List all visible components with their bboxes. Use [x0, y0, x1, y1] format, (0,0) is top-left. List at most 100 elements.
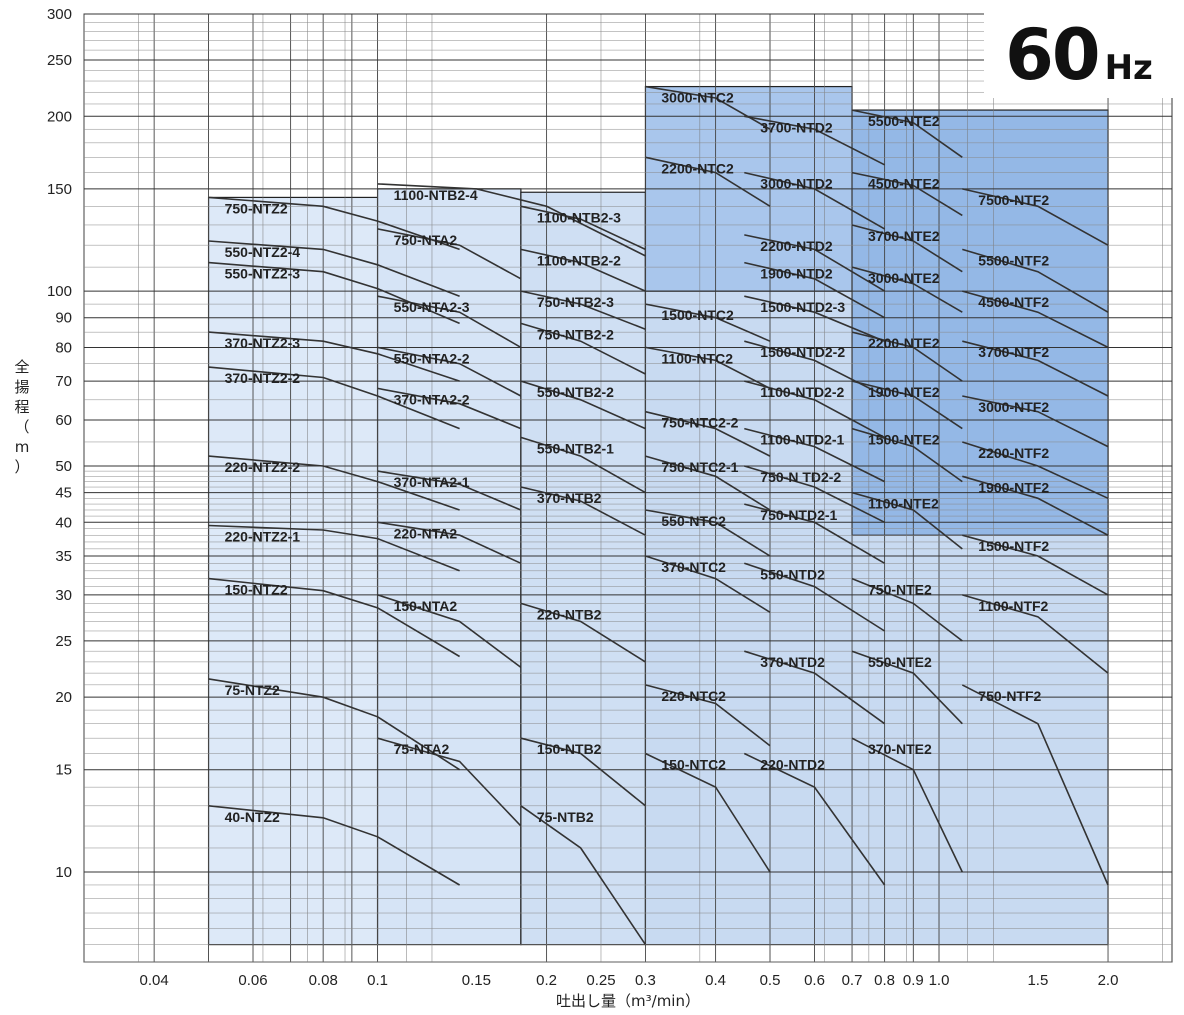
- curve-2200-ntf2: [962, 441, 1109, 500]
- curve-3700-ntd2: [744, 115, 885, 166]
- curve-550-ntb2-1: [520, 436, 646, 494]
- curve-3700-ntf2: [962, 340, 1109, 397]
- curve-label-370-nta2-1: 370-NTA2-1: [394, 474, 470, 490]
- curve-label-220-ntc2: 220-NTC2: [661, 688, 726, 704]
- curve-750-ntc2-2: [645, 410, 771, 457]
- curve-3000-ntc2: [645, 85, 771, 130]
- curve-1100-nte2: [851, 491, 963, 550]
- curve-label-2200-ntd2: 2200-NTD2: [760, 238, 833, 254]
- curve-150-ntc2: [645, 752, 771, 873]
- curve-label-150-ntb2: 150-NTB2: [537, 741, 602, 757]
- curve-label-370-ntz2-2: 370-NTZ2-2: [225, 370, 301, 386]
- curve-220-ntz2-2: [208, 455, 460, 511]
- curve-370-ntz2-3: [208, 331, 460, 382]
- curve-label-370-ntd2: 370-NTD2: [760, 654, 825, 670]
- curve-label-75-nta2: 75-NTA2: [394, 741, 450, 757]
- curve-label-2200-nte2: 2200-NTE2: [868, 335, 940, 351]
- curve-label-220-ntz2-2: 220-NTZ2-2: [225, 459, 301, 475]
- curve-220-nta2: [377, 521, 522, 565]
- curve-label-2200-ntc2: 2200-NTC2: [661, 160, 734, 176]
- curve-750-n-td2-2: [744, 465, 885, 524]
- x-tick-label: 0.8: [874, 972, 895, 989]
- y-axis-label-char: ）: [14, 458, 29, 476]
- curve-label-750-n-td2-2: 750-N TD2-2: [760, 469, 841, 485]
- curve-150-ntb2: [520, 737, 646, 807]
- curve-label-1100-ntb2-3: 1100-NTB2-3: [537, 209, 621, 225]
- curve-label-750-ntb2-3: 750-NTB2-3: [537, 294, 614, 310]
- y-axis-label-char: 程: [14, 398, 29, 416]
- curve-label-1500-ntc2: 1500-NTC2: [661, 307, 734, 323]
- curve-label-3000-ntf2: 3000-NTF2: [978, 399, 1049, 415]
- curve-1900-ntd2: [744, 261, 885, 319]
- curve-3700-nte2: [851, 224, 963, 273]
- x-tick-label: 0.4: [705, 972, 726, 989]
- curve-label-550-ntc2: 550-NTC2: [661, 513, 726, 529]
- curve-label-370-ntz2-3: 370-NTZ2-3: [225, 335, 301, 351]
- y-tick-label: 150: [47, 181, 72, 198]
- y-tick-label: 100: [47, 283, 72, 300]
- curve-label-550-ntb2-2: 550-NTB2-2: [537, 384, 614, 400]
- region-nte2-ntf2-high: [851, 109, 1109, 536]
- curve-3000-nte2: [851, 266, 963, 313]
- y-tick-label: 35: [55, 548, 72, 565]
- curve-1100-ntd2-2: [744, 380, 885, 439]
- curve-label-1500-ntf2: 1500-NTF2: [978, 538, 1049, 554]
- curve-220-ntz2-1: [208, 524, 460, 572]
- x-tick-label: 0.7: [842, 972, 863, 989]
- curve-label-550-nta2-3: 550-NTA2-3: [394, 299, 470, 315]
- curve-label-750-nte2: 750-NTE2: [868, 582, 932, 598]
- x-tick-label: 0.04: [139, 972, 168, 989]
- y-tick-label: 90: [55, 310, 72, 327]
- curve-label-1100-ntb2-2: 1100-NTB2-2: [537, 252, 621, 268]
- curve-750-nta2: [377, 228, 522, 280]
- curve-1100-ntb2-2: [520, 248, 646, 292]
- x-axis-label: 吐出し量（m³/min）: [556, 992, 700, 1010]
- y-tick-label: 50: [55, 458, 72, 475]
- y-tick-label: 60: [55, 412, 72, 429]
- x-tick-label: 0.5: [760, 972, 781, 989]
- curve-label-40-ntz2: 40-NTZ2: [225, 809, 280, 825]
- y-tick-label: 25: [55, 633, 72, 650]
- y-tick-label: 200: [47, 108, 72, 125]
- curve-4500-nte2: [851, 171, 963, 217]
- curve-370-ntd2: [744, 650, 886, 725]
- curve-label-150-nta2: 150-NTA2: [394, 598, 458, 614]
- curve-1500-nte2: [851, 427, 963, 483]
- curve-150-nta2: [377, 594, 522, 669]
- curve-750-ntc2-1: [645, 455, 771, 511]
- curves: [208, 85, 1109, 946]
- curve-label-1900-ntd2: 1900-NTD2: [760, 266, 833, 282]
- curve-label-1500-nte2: 1500-NTE2: [868, 432, 940, 448]
- curve-label-750-nta2: 750-NTA2: [394, 232, 458, 248]
- curve-label-3000-ntd2: 3000-NTD2: [760, 176, 833, 192]
- x-tick-label: 0.15: [462, 972, 491, 989]
- curve-label-370-ntc2: 370-NTC2: [661, 559, 726, 575]
- curve-370-nta2-2: [377, 387, 522, 430]
- x-tick-label: 2.0: [1098, 972, 1119, 989]
- curve-label-5500-ntf2: 5500-NTF2: [978, 252, 1049, 268]
- curve-1500-ntc2: [645, 303, 771, 342]
- curve-370-ntc2: [645, 555, 771, 613]
- curve-150-ntz2: [208, 577, 461, 658]
- y-tick-label: 15: [55, 762, 72, 779]
- curve-label-1500-ntd2-3: 1500-NTD2-3: [760, 299, 845, 315]
- curve-5500-ntf2: [962, 248, 1109, 313]
- curve-label-220-ntz2-1: 220-NTZ2-1: [225, 529, 301, 545]
- frequency-unit: Hz: [1104, 48, 1153, 88]
- curve-75-nta2: [377, 737, 522, 827]
- curve-label-150-ntz2: 150-NTZ2: [225, 582, 288, 598]
- curve-label-220-ntb2: 220-NTB2: [537, 606, 602, 622]
- curve-550-ntd2: [744, 562, 886, 632]
- curve-label-750-ntf2: 750-NTF2: [978, 688, 1041, 704]
- y-axis-label-char: 全: [14, 358, 29, 376]
- curve-750-ntd2-1: [744, 503, 886, 564]
- curve-label-550-ntd2: 550-NTD2: [760, 566, 825, 582]
- curve-1900-ntf2: [962, 475, 1109, 536]
- curve-370-nta2-1: [377, 470, 522, 511]
- curve-1500-ntd2-3: [744, 295, 885, 342]
- y-axis-label-char: 揚: [14, 378, 29, 396]
- curve-label-750-ntc2-2: 750-NTC2-2: [661, 415, 738, 431]
- curve-label-750-ntd2-1: 750-NTD2-1: [760, 507, 837, 523]
- curve-label-550-ntb2-1: 550-NTB2-1: [537, 440, 614, 456]
